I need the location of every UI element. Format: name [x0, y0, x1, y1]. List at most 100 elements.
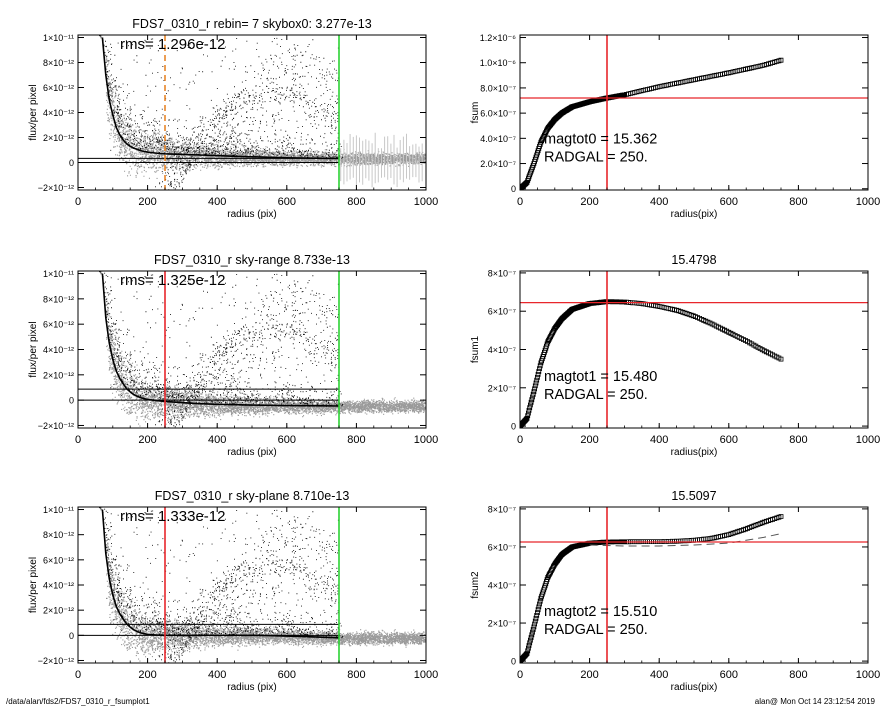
x-tick-label: 0 [75, 434, 81, 446]
y-tick-label: 6×10⁻⁷ [488, 307, 516, 317]
x-tick-label: 1000 [414, 196, 438, 208]
x-tick-label: 0 [517, 434, 523, 446]
cumulative-flux-markers [520, 57, 784, 190]
x-tick-label: 0 [75, 196, 81, 208]
pixel-cloud-background [105, 46, 426, 179]
chart-fsum1: 0 200 400 600 800 1000 0 2×10⁻⁷ 4×10⁻⁷ 6×10⁻⁷ 8×10… [470, 253, 880, 458]
x-tick-label: 1000 [414, 669, 438, 681]
y-tick-label: 1.0×10⁻⁶ [480, 58, 517, 68]
x-tick-label: 800 [789, 434, 807, 446]
chart-title: FDS7_0310_r sky-plane 8.710e-13 [155, 489, 350, 503]
x-tick-label: 600 [278, 669, 296, 681]
axes-frame [519, 270, 869, 429]
chart-title: FDS7_0310_r rebin= 7 skybox0: 3.277e-13 [132, 17, 371, 31]
x-tick-label: 1000 [856, 196, 880, 208]
y-tick-label: 0 [69, 396, 74, 406]
x-tick-label: 600 [278, 434, 296, 446]
magtot-annotation: magtot1 = 15.480 [544, 369, 657, 385]
radgal-annotation: RADGAL = 250. [544, 387, 648, 403]
x-tick-label: 400 [650, 669, 668, 681]
x-tick-label: 0 [75, 669, 81, 681]
y-tick-label: 0 [69, 631, 74, 641]
y-tick-label: 8.0×10⁻⁷ [480, 83, 516, 93]
y-tick-label: −2×10⁻¹² [38, 656, 74, 666]
pixel-cloud-background [105, 528, 426, 662]
x-tick-label: 400 [650, 196, 668, 208]
x-axis-label: radius(pix) [671, 682, 718, 693]
y-axis-label: fsum1 [470, 335, 481, 363]
y-tick-label: 4×10⁻¹² [43, 581, 74, 591]
y-tick-label: 6×10⁻¹² [43, 320, 74, 330]
x-axis-label: radius (pix) [227, 447, 276, 458]
mean-profile-line [101, 37, 340, 160]
y-tick-label: 8×10⁻⁷ [488, 268, 516, 278]
chart-title: 15.4798 [671, 253, 716, 267]
x-tick-label: 600 [278, 196, 296, 208]
chart-title: FDS7_0310_r sky-range 8.733e-13 [154, 253, 350, 267]
y-tick-label: 8×10⁻⁷ [488, 504, 516, 514]
y-tick-label: 6×10⁻¹² [43, 555, 74, 565]
y-tick-label: 8×10⁻¹² [43, 294, 74, 304]
rms-annotation: rms= 1.325e-12 [120, 272, 225, 289]
footer-user-timestamp: alan@ Mon Oct 14 23:12:54 2019 [754, 697, 875, 706]
plot-area [520, 514, 784, 663]
axes-frame [519, 506, 869, 664]
x-tick-label: 800 [347, 196, 365, 208]
x-tick-label: 800 [347, 669, 365, 681]
x-tick-label: 0 [517, 196, 523, 208]
x-tick-label: 200 [580, 434, 598, 446]
rms-annotation: rms= 1.333e-12 [120, 508, 225, 525]
pixel-points [99, 35, 344, 190]
x-tick-label: 600 [720, 434, 738, 446]
chart-flux-rebin: 0 200 400 600 800 1000−2×10⁻¹²02×10⁻¹²4×10⁻¹²… [28, 17, 438, 220]
chart-fsum2: 0 200 400 600 800 1000 0 2×10⁻⁷ 4×10⁻⁷ 6×10⁻⁷ 8×10… [470, 489, 880, 693]
y-tick-label: 8×10⁻¹² [43, 530, 74, 540]
y-tick-label: 4.0×10⁻⁷ [480, 134, 516, 144]
y-tick-label: 1.2×10⁻⁶ [480, 33, 517, 43]
y-tick-label: −2×10⁻¹² [38, 183, 74, 193]
y-tick-label: 6.0×10⁻⁷ [480, 109, 516, 119]
x-axis-label: radius(pix) [671, 447, 718, 458]
y-tick-label: 1×10⁻¹¹ [43, 33, 74, 43]
chart-flux-sky-plane: 0 200 400 600 800 1000−2×10⁻¹²02×10⁻¹²4×10⁻¹²… [28, 489, 438, 693]
chart-fsum: 0 200 400 600 800 1000 0 2.0×10⁻⁷ 4.0×10⁻⁷ 6.0×10… [470, 33, 880, 220]
y-tick-label: 2×10⁻⁷ [488, 619, 516, 629]
x-tick-label: 200 [138, 669, 156, 681]
plot-area [78, 507, 426, 663]
x-tick-label: 0 [517, 669, 523, 681]
y-tick-label: 6×10⁻¹² [43, 83, 74, 93]
x-tick-label: 200 [138, 434, 156, 446]
y-tick-label: 6×10⁻⁷ [488, 542, 516, 552]
y-tick-label: 4×10⁻⁷ [488, 345, 516, 355]
rms-annotation: rms= 1.296e-12 [120, 36, 225, 53]
y-tick-label: 2×10⁻⁷ [488, 383, 516, 393]
x-tick-label: 200 [580, 196, 598, 208]
y-axis-label: fsum2 [470, 571, 481, 599]
mean-profile-line [101, 273, 340, 407]
x-tick-label: 1000 [856, 434, 880, 446]
x-tick-label: 800 [347, 434, 365, 446]
footer-file-path: /data/alan/fds2/FDS7_0310_r_fsumplot1 [6, 697, 150, 706]
x-tick-label: 800 [789, 196, 807, 208]
error-bars [340, 132, 423, 188]
y-tick-label: −2×10⁻¹² [38, 421, 74, 431]
mean-profile-line [101, 509, 340, 639]
y-tick-label: 0 [511, 657, 516, 667]
magtot-annotation: magtot0 = 15.362 [544, 132, 657, 148]
cumulative-flux-markers [520, 299, 784, 428]
y-tick-label: 4×10⁻¹² [43, 108, 74, 118]
chart-flux-sky-range: 0 200 400 600 800 1000−2×10⁻¹²02×10⁻¹²4×10⁻¹²… [28, 253, 438, 458]
x-tick-label: 400 [208, 669, 226, 681]
cumulative-flux-markers [520, 514, 784, 663]
plot-area [78, 271, 426, 428]
y-axis-label: flux/per pixel [28, 84, 39, 140]
chart-title: 15.5097 [671, 489, 716, 503]
axes-frame [519, 34, 869, 191]
y-tick-label: 0 [69, 158, 74, 168]
y-tick-label: 0 [511, 184, 516, 194]
plot-area [520, 299, 784, 428]
x-axis-label: radius (pix) [227, 682, 276, 693]
magtot-annotation: magtot2 = 15.510 [544, 604, 657, 620]
y-tick-label: 2×10⁻¹² [43, 370, 74, 380]
